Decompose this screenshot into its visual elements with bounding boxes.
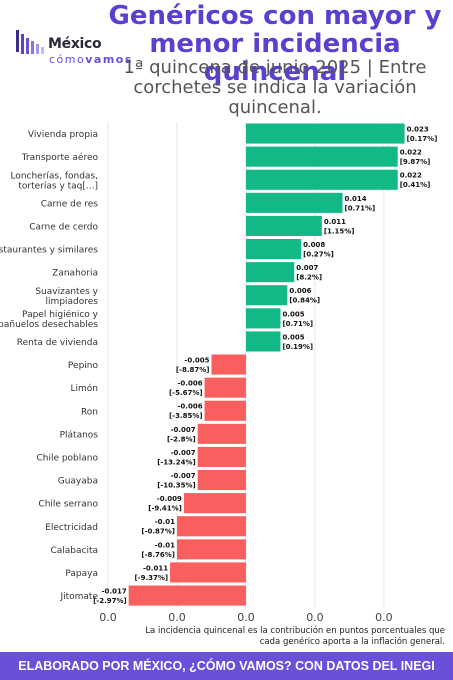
- category-label: Jitomate: [59, 592, 98, 602]
- variation-label: [0.17%]: [407, 135, 438, 143]
- data-label: -0.006: [178, 403, 203, 411]
- category-label: Chile serrano: [38, 500, 98, 510]
- variation-label: [-8.76%]: [141, 551, 175, 559]
- data-label: -0.007: [171, 426, 196, 434]
- variation-label: [0.71%]: [282, 320, 313, 328]
- bar: [245, 146, 398, 167]
- bar: [183, 493, 246, 514]
- data-label: 0.023: [407, 126, 429, 134]
- category-label: Pepino: [68, 361, 99, 371]
- data-label: 0.014: [345, 195, 367, 203]
- x-tick-label: 0.0: [237, 611, 255, 624]
- variation-label: [-2.97%]: [93, 597, 127, 605]
- bar: [245, 169, 398, 190]
- variation-label: [0.27%]: [303, 251, 334, 259]
- logo-subtext: cómovamos: [49, 53, 133, 66]
- variation-label: [-2.8%]: [167, 435, 196, 443]
- variation-label: [0.71%]: [345, 204, 376, 212]
- logo: México cómovamos: [14, 22, 131, 68]
- variation-label: [-5.67%]: [169, 389, 203, 397]
- chart-title: Genéricos con mayor y menor incidencia q…: [108, 1, 442, 87]
- logo-text: México: [48, 36, 102, 52]
- bar: [197, 423, 246, 444]
- variation-label: [-8.87%]: [176, 366, 210, 374]
- x-tick-label: 0.0: [168, 611, 186, 624]
- category-label: Loncherías, fondas, torterías y taq[...]: [10, 171, 98, 191]
- bar: [176, 539, 246, 560]
- bar: [245, 331, 281, 352]
- category-label: Papel higiénico y pañuelos desechables: [0, 309, 99, 330]
- bar: [245, 262, 295, 283]
- variation-label: [0.19%]: [282, 343, 313, 351]
- footer-credit: ELABORADO POR MÉXICO, ¿CÓMO VAMOS? CON D…: [0, 652, 453, 680]
- bar: [128, 585, 246, 606]
- data-label: -0.007: [171, 449, 196, 457]
- bar: [211, 354, 246, 375]
- x-tick-label: 0.0: [375, 611, 393, 624]
- data-label: 0.005: [282, 333, 304, 341]
- variation-label: [0.41%]: [400, 181, 431, 189]
- data-label: -0.009: [157, 495, 182, 503]
- data-label: -0.01: [155, 518, 175, 526]
- bar: [245, 239, 302, 260]
- bar-chart: 0.0 0.0 0.0 0.0 0.0 Vivienda propia 0.023[0.17…: [0, 122, 438, 624]
- category-label: Papaya: [65, 569, 98, 579]
- data-label: 0.006: [289, 287, 311, 295]
- data-label: -0.01: [155, 541, 175, 549]
- chart-note: La incidencia quincenal es la contribuci…: [145, 626, 445, 647]
- category-label: Renta de vivienda: [17, 338, 98, 348]
- bar: [245, 192, 343, 213]
- variation-label: [0.84%]: [289, 297, 320, 305]
- data-label: 0.007: [296, 264, 318, 272]
- data-label: -0.005: [184, 357, 209, 365]
- bar: [245, 285, 288, 306]
- data-label: -0.017: [102, 588, 127, 596]
- category-label: Zanahoria: [52, 269, 98, 279]
- category-label: Carne de res: [41, 199, 99, 209]
- data-label: 0.011: [324, 218, 346, 226]
- category-label: Restaurantes y similares: [0, 246, 98, 256]
- variation-label: [-9.41%]: [148, 505, 182, 513]
- variation-label: [-0.87%]: [141, 528, 175, 536]
- category-label: Plátanos: [60, 430, 99, 440]
- variation-label: [-3.85%]: [169, 412, 203, 420]
- data-label: -0.011: [143, 564, 168, 572]
- variation-label: [-9.37%]: [134, 574, 168, 582]
- category-label: Calabacita: [50, 546, 98, 556]
- bar: [204, 377, 246, 398]
- data-label: 0.008: [303, 241, 325, 249]
- data-label: -0.007: [171, 472, 196, 480]
- category-label: Suavizantes y limpiadores: [35, 287, 98, 307]
- x-tick-label: 0.0: [99, 611, 117, 624]
- chart-subtitle: 1ª quincena de junio 2025 | Entre corche…: [123, 57, 427, 118]
- bar: [204, 400, 246, 421]
- category-label: Electricidad: [45, 523, 98, 533]
- category-label: Guayaba: [58, 477, 98, 487]
- bar: [176, 516, 246, 537]
- variation-label: [9.87%]: [400, 158, 431, 166]
- data-label: -0.006: [178, 380, 203, 388]
- bar: [197, 446, 246, 467]
- data-label: 0.022: [400, 149, 422, 157]
- bar: [245, 308, 281, 329]
- category-label: Limón: [71, 383, 99, 394]
- variation-label: [8.2%]: [296, 274, 322, 282]
- category-label: Vivienda propia: [28, 130, 98, 140]
- variation-label: [-10.35%]: [157, 482, 195, 490]
- variation-label: [-13.24%]: [157, 458, 195, 466]
- category-label: Ron: [81, 407, 98, 417]
- bar: [197, 470, 246, 491]
- x-tick-label: 0.0: [306, 611, 324, 624]
- bar: [245, 123, 405, 144]
- bar: [245, 215, 322, 236]
- category-label: Chile poblano: [36, 453, 98, 463]
- logo-bars-icon: [16, 30, 44, 54]
- bar: [170, 562, 246, 583]
- category-label: Carne de cerdo: [29, 222, 98, 232]
- category-label: Transporte aéreo: [21, 152, 99, 163]
- data-label: 0.022: [400, 172, 422, 180]
- data-label: 0.005: [282, 310, 304, 318]
- variation-label: [1.15%]: [324, 227, 355, 235]
